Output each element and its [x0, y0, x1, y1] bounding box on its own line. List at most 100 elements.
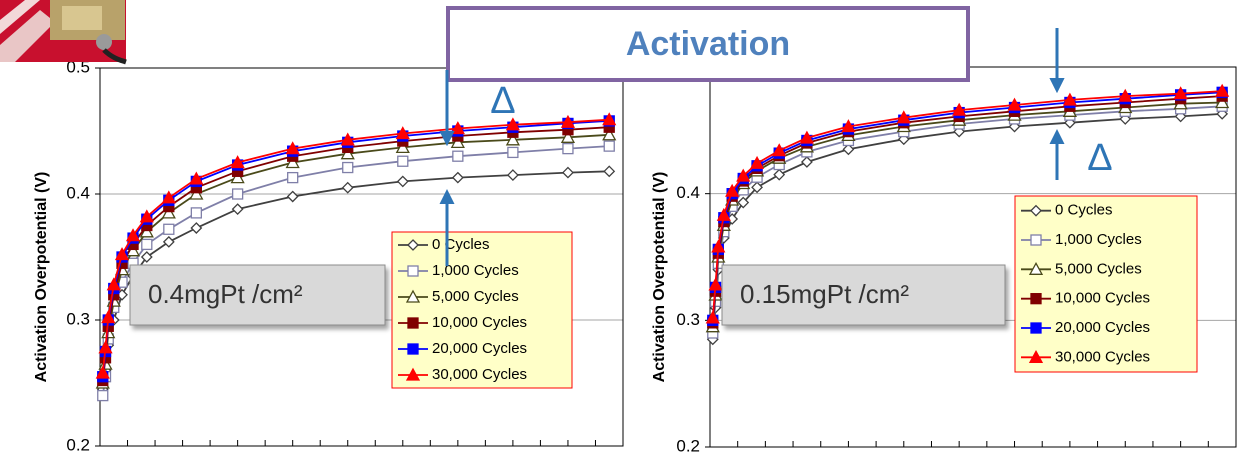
point [396, 175, 409, 188]
legend-marker [407, 265, 419, 277]
point [602, 127, 617, 141]
point [952, 102, 967, 116]
legend-label: 5,000 Cycles [1055, 260, 1142, 277]
legend-label: 5,000 Cycles [432, 288, 519, 305]
legend-box [1014, 195, 1198, 373]
point [1007, 97, 1022, 111]
legend-marker [1028, 261, 1044, 275]
point [395, 140, 410, 154]
point [230, 155, 245, 169]
point [189, 186, 204, 200]
point [560, 114, 576, 128]
point [1062, 92, 1077, 106]
point [737, 196, 750, 209]
legend-marker [1028, 349, 1044, 363]
delta-label: Δ [490, 80, 515, 122]
point [711, 239, 726, 253]
legend-marker [1030, 234, 1042, 246]
legend-label: 30,000 Cycles [432, 366, 527, 383]
point [842, 143, 855, 156]
point [773, 168, 786, 181]
point [560, 129, 576, 143]
point [562, 166, 574, 179]
point [395, 126, 410, 140]
point [1215, 83, 1230, 97]
point [1118, 88, 1133, 102]
title-frame [446, 6, 970, 82]
title-box: Activation [446, 6, 970, 82]
point [287, 171, 299, 184]
legend-marker [1030, 322, 1042, 334]
legend-marker [1030, 293, 1042, 305]
line-chart: 0.2 0.3 0.4 Activation Overpotential (V) 0 C… [651, 28, 1237, 455]
legend-marker [405, 289, 421, 303]
legend-label: 0 Cycles [432, 236, 490, 253]
point [450, 121, 465, 135]
point [705, 310, 720, 324]
delta-label: Δ [1087, 137, 1112, 179]
legend-box [391, 231, 573, 389]
point [139, 224, 154, 238]
point [799, 130, 814, 144]
photo [0, 0, 127, 65]
point [161, 205, 176, 219]
point [602, 112, 617, 126]
charts: 0.2 0.3 0.4 0.5 Activation Overpotential (V)… [33, 28, 1237, 455]
point [507, 146, 519, 159]
point [342, 161, 354, 174]
plot-frame [709, 66, 1237, 448]
point [725, 183, 740, 197]
point [101, 310, 116, 324]
y-tick-label: 0.2 [66, 435, 90, 454]
y-tick-label: 0.4 [676, 183, 700, 202]
point [125, 228, 141, 242]
y-tick-label: 0.4 [66, 183, 90, 202]
y-tick-label: 0.5 [66, 57, 90, 76]
point [505, 132, 520, 146]
legend-label: 10,000 Cycles [1055, 290, 1150, 307]
point [189, 171, 204, 185]
legend-marker [407, 343, 419, 355]
point [1215, 95, 1230, 109]
point [562, 142, 574, 155]
slide-title: Activation [626, 25, 790, 63]
point [114, 247, 130, 261]
point [451, 171, 464, 184]
point [95, 365, 110, 379]
y-axis-title: Activation Overpotential (V) [651, 172, 668, 383]
y-tick-label: 0.2 [676, 436, 700, 455]
annotation-box [721, 264, 1006, 326]
point [230, 170, 245, 184]
point [139, 209, 154, 223]
annotation: 0.4mgPt /cm² [148, 279, 303, 309]
point [97, 389, 109, 402]
legend-label: 10,000 Cycles [432, 314, 527, 331]
legend-marker [407, 239, 419, 251]
point [452, 150, 464, 162]
point [140, 251, 153, 263]
point [106, 277, 121, 291]
point [716, 207, 731, 221]
point [603, 165, 616, 178]
point [896, 110, 911, 124]
point [841, 119, 856, 133]
point [751, 181, 763, 194]
point [190, 222, 203, 234]
y-axis-title: Activation Overpotential (V) [33, 172, 50, 383]
point [450, 134, 465, 148]
point [163, 223, 175, 235]
point [190, 207, 202, 219]
y-tick-label: 0.3 [676, 310, 700, 329]
legend-label: 20,000 Cycles [432, 340, 527, 357]
legend-label: 0 Cycles [1055, 202, 1113, 219]
line-chart: 0.2 0.3 0.4 0.5 Activation Overpotential (V)… [33, 57, 624, 454]
legend: 0 Cycles 1,000 Cycles 5,000 Cycles 10,000 C… [391, 231, 573, 389]
legend-label: 1,000 Cycles [432, 262, 519, 279]
point [285, 155, 300, 169]
legend-marker [407, 317, 419, 329]
point [397, 155, 409, 167]
legend: 0 Cycles 1,000 Cycles 5,000 Cycles 10,000 C… [1014, 195, 1198, 373]
point [800, 156, 813, 168]
point [231, 203, 244, 216]
